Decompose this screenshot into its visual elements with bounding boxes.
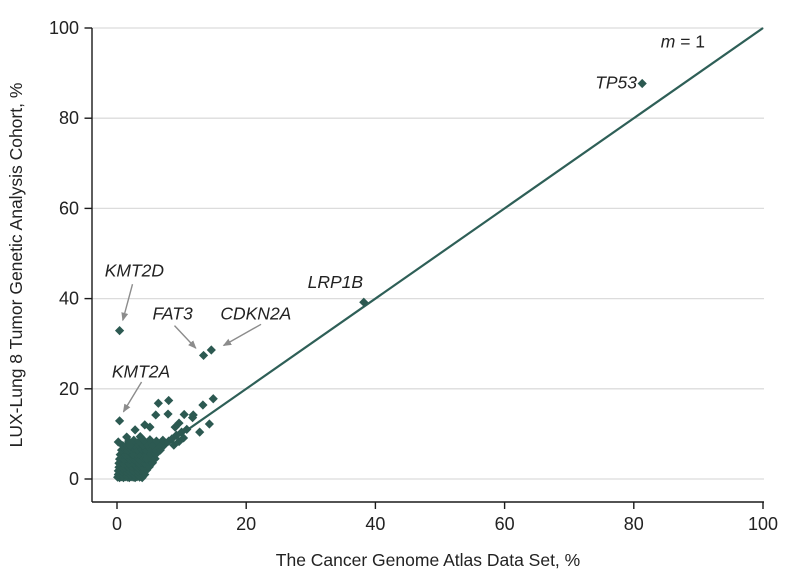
data-point (147, 458, 158, 468)
identity-line (116, 27, 764, 480)
gene-label-lrp1b: LRP1B (308, 272, 364, 292)
data-point (167, 434, 177, 444)
data-point (158, 435, 168, 445)
data-point (138, 441, 148, 451)
gene-arrow-cdkn2a (222, 323, 262, 347)
data-point (153, 439, 163, 449)
data-point (195, 427, 205, 437)
data-point (153, 398, 163, 408)
gene-point-fat3 (198, 350, 209, 361)
data-point (113, 437, 123, 447)
data-point (124, 436, 134, 446)
identity-line-label: m = 1 (661, 32, 705, 52)
data-point (179, 409, 189, 420)
data-point (164, 436, 174, 446)
data-point (139, 436, 149, 446)
data-point (140, 458, 150, 468)
gene-point-kmt2a (114, 416, 125, 426)
data-point (151, 436, 162, 446)
gene-arrow-kmt2d (121, 283, 134, 322)
data-point (151, 410, 161, 420)
x-tick-label: 80 (624, 514, 644, 534)
gene-label-fat3: FAT3 (153, 303, 193, 323)
data-point (178, 433, 189, 443)
gene-annotations: TP53 LRP1B KMT2D FAT3 CDKN2A KMT2A (105, 73, 647, 426)
data-point (182, 424, 192, 434)
data-point (163, 409, 173, 419)
gene-point-kmt2d (114, 326, 125, 336)
gene-label-kmt2d: KMT2D (105, 261, 165, 281)
data-point (138, 448, 148, 458)
data-point (145, 435, 155, 445)
data-point (164, 395, 174, 406)
data-point (174, 418, 184, 428)
x-tick-label: 100 (748, 514, 778, 534)
data-point (188, 410, 198, 420)
x-tick-label: 40 (365, 514, 385, 534)
y-tick-label: 80 (59, 108, 79, 128)
y-tick-label: 0 (69, 469, 79, 489)
gene-point-lrp1b (359, 297, 369, 307)
gene-label-kmt2a: KMT2A (112, 362, 170, 382)
data-point (208, 394, 218, 404)
data-point (118, 441, 128, 451)
x-tick-label: 20 (236, 514, 256, 534)
data-point (204, 419, 214, 429)
data-point (135, 432, 145, 442)
axes (84, 27, 764, 509)
x-axis-title: The Cancer Genome Atlas Data Set, % (276, 550, 580, 570)
data-point (170, 422, 180, 432)
gene-point-tp53 (637, 78, 647, 89)
gene-arrow-fat3 (173, 325, 197, 349)
scatter-points (113, 394, 218, 483)
data-point (125, 440, 135, 450)
y-axis-title: LUX-Lung 8 Tumor Genetic Analysis Cohort… (6, 83, 26, 448)
tick-labels: 0 20 40 60 80 100 0 20 40 60 80 100 (49, 18, 778, 534)
data-point (130, 425, 140, 435)
x-tick-label: 60 (495, 514, 515, 534)
data-point (142, 465, 152, 475)
y-tick-label: 20 (59, 379, 79, 399)
data-point (122, 432, 132, 442)
y-tick-label: 40 (59, 289, 79, 309)
gridlines (92, 27, 764, 480)
gene-label-tp53: TP53 (595, 73, 637, 93)
y-tick-label: 60 (59, 198, 79, 218)
gene-arrow-kmt2a (122, 381, 143, 413)
data-point (129, 435, 139, 445)
data-point (145, 422, 155, 432)
gene-point-cdkn2a (206, 345, 216, 355)
identity-line-group: m = 1 (116, 27, 764, 480)
data-point (198, 400, 208, 410)
x-tick-label: 0 (112, 514, 122, 534)
y-tick-label: 100 (49, 18, 79, 38)
gene-label-cdkn2a: CDKN2A (220, 303, 291, 323)
